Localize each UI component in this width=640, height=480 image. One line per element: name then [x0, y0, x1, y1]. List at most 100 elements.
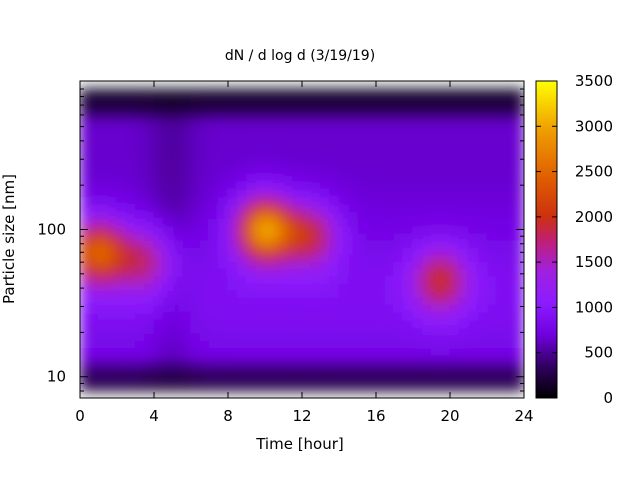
heatmap-cell	[125, 225, 136, 234]
heatmap-cell	[292, 347, 303, 356]
heatmap-cell	[236, 376, 247, 385]
heatmap-cell	[310, 340, 321, 349]
heatmap-cell	[88, 88, 99, 97]
heatmap-cell	[172, 189, 183, 198]
heatmap-cell	[190, 160, 201, 169]
heatmap-cell	[153, 225, 164, 234]
heatmap-cell	[246, 203, 257, 212]
heatmap-cell	[320, 282, 331, 291]
heatmap-cell	[162, 181, 173, 191]
heatmap-cell	[347, 124, 358, 133]
heatmap-cell	[116, 217, 127, 227]
heatmap-cell	[209, 110, 220, 119]
heatmap-cell	[218, 376, 229, 385]
heatmap-cell	[403, 325, 414, 334]
heatmap-cell	[394, 268, 405, 277]
heatmap-cell	[227, 174, 238, 183]
heatmap-cell	[162, 347, 173, 356]
heatmap-cell	[403, 282, 414, 291]
heatmap-cell	[283, 311, 294, 320]
heatmap-cell	[116, 117, 127, 126]
heatmap-cell	[190, 196, 201, 205]
heatmap-cell	[190, 181, 201, 191]
heatmap-cell	[107, 160, 118, 169]
heatmap-cell	[449, 268, 460, 277]
heatmap-cell	[218, 361, 229, 370]
heatmap-cell	[486, 160, 497, 169]
heatmap-cell	[98, 189, 109, 198]
heatmap-cell	[449, 138, 460, 148]
heatmap-cell	[88, 146, 99, 155]
heatmap-cell	[80, 203, 90, 212]
heatmap-cell	[227, 102, 238, 112]
heatmap-cell	[162, 340, 173, 349]
heatmap-cell	[440, 225, 451, 234]
heatmap-cell	[412, 318, 423, 327]
heatmap-cell	[375, 311, 386, 320]
heatmap-cell	[347, 282, 358, 291]
heatmap-cell	[181, 347, 192, 356]
heatmap-cell	[468, 189, 479, 198]
heatmap-cell	[375, 383, 386, 392]
heatmap-cell	[255, 174, 266, 183]
heatmap-cell	[347, 275, 358, 284]
heatmap-cell	[246, 117, 257, 126]
heatmap-cell	[403, 253, 414, 263]
heatmap-cell	[255, 275, 266, 284]
heatmap-cell	[172, 246, 183, 255]
heatmap-cell	[181, 297, 192, 306]
heatmap-cell	[227, 282, 238, 291]
heatmap-cell	[172, 383, 183, 392]
heatmap-cell	[384, 210, 395, 219]
heatmap-cell	[375, 95, 386, 104]
heatmap-cell	[273, 253, 284, 263]
heatmap-cell	[357, 297, 368, 306]
heatmap-cell	[98, 282, 109, 291]
heatmap-cell	[458, 189, 469, 198]
heatmap-cell	[283, 210, 294, 219]
heatmap-cell	[153, 138, 164, 148]
heatmap-cell	[495, 189, 506, 198]
heatmap-cell	[246, 160, 257, 169]
heatmap-cell	[347, 368, 358, 378]
heatmap-cell	[162, 167, 173, 176]
heatmap-cell	[421, 189, 432, 198]
heatmap-cell	[495, 275, 506, 284]
heatmap-cell	[292, 239, 303, 248]
heatmap-cell	[505, 160, 516, 169]
heatmap-cell	[153, 110, 164, 119]
heatmap-cell	[283, 368, 294, 378]
heatmap-cell	[125, 361, 136, 370]
heatmap-cell	[301, 347, 312, 356]
heatmap-cell	[486, 261, 497, 270]
heatmap-cell	[347, 340, 358, 349]
heatmap-cell	[421, 347, 432, 356]
heatmap-cell	[375, 261, 386, 270]
heatmap-cell	[477, 268, 488, 277]
heatmap-cell	[468, 261, 479, 270]
heatmap-cell	[394, 117, 405, 126]
heatmap-cell	[181, 110, 192, 119]
heatmap-cell	[135, 110, 146, 119]
heatmap-cell	[80, 181, 90, 191]
heatmap-cell	[218, 261, 229, 270]
heatmap-cell	[236, 146, 247, 155]
heatmap-cell	[394, 131, 405, 140]
heatmap-cell	[246, 332, 257, 342]
heatmap-cell	[357, 181, 368, 191]
heatmap-cell	[283, 217, 294, 227]
heatmap-cell	[255, 253, 266, 263]
heatmap-cell	[486, 124, 497, 133]
heatmap-cell	[227, 318, 238, 327]
heatmap-cell	[347, 102, 358, 112]
heatmap-cell	[144, 332, 155, 342]
heatmap-cell	[190, 304, 201, 313]
heatmap-cell	[375, 232, 386, 241]
heatmap-cell	[477, 325, 488, 334]
heatmap-cell	[421, 340, 432, 349]
heatmap-cell	[255, 102, 266, 112]
heatmap-cell	[310, 368, 321, 378]
heatmap-cell	[153, 311, 164, 320]
heatmap-cell	[514, 131, 524, 140]
heatmap-cell	[421, 332, 432, 342]
